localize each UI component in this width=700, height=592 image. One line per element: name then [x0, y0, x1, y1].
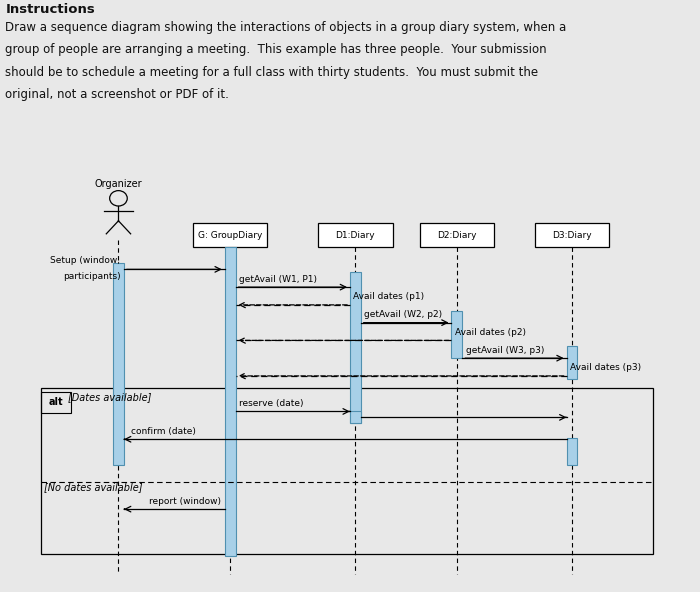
Bar [452, 311, 462, 358]
Bar [41, 388, 653, 554]
Text: Setup (window,: Setup (window, [50, 256, 120, 265]
Text: [No dates available]: [No dates available] [44, 482, 143, 491]
Text: getAvail (W3, p3): getAvail (W3, p3) [466, 346, 544, 355]
Bar [41, 392, 71, 413]
Text: Instructions: Instructions [6, 3, 95, 16]
Bar [350, 272, 360, 423]
Text: participants): participants) [63, 272, 120, 281]
Text: report (window): report (window) [149, 497, 221, 506]
Bar [193, 223, 267, 247]
Text: original, not a screenshot or PDF of it.: original, not a screenshot or PDF of it. [6, 88, 230, 101]
Text: Avail dates (p2): Avail dates (p2) [455, 328, 526, 337]
Bar [420, 223, 494, 247]
Text: Avail dates (p3): Avail dates (p3) [570, 363, 641, 372]
Text: G: GroupDiary: G: GroupDiary [198, 230, 262, 240]
Text: getAvail (W1, P1): getAvail (W1, P1) [239, 275, 317, 284]
Text: reserve (date): reserve (date) [239, 399, 303, 408]
Bar [318, 223, 393, 247]
Text: [Dates available]: [Dates available] [68, 392, 151, 401]
Text: group of people are arranging a meeting.  This example has three people.  Your s: group of people are arranging a meeting.… [6, 43, 547, 56]
Bar [535, 223, 609, 247]
Bar [566, 438, 578, 465]
Bar [350, 411, 360, 423]
Bar [225, 247, 236, 556]
Bar [113, 263, 124, 465]
Text: alt: alt [48, 397, 63, 407]
Text: D2:Diary: D2:Diary [438, 230, 477, 240]
Text: confirm (date): confirm (date) [131, 427, 195, 436]
Text: Organizer: Organizer [94, 179, 142, 189]
Text: D1:Diary: D1:Diary [335, 230, 375, 240]
Bar [566, 346, 578, 379]
Text: should be to schedule a meeting for a full class with thirty students.  You must: should be to schedule a meeting for a fu… [6, 66, 538, 79]
Text: Avail dates (p1): Avail dates (p1) [354, 292, 424, 301]
Text: Draw a sequence diagram showing the interactions of objects in a group diary sys: Draw a sequence diagram showing the inte… [6, 21, 567, 34]
Text: getAvail (W2, p2): getAvail (W2, p2) [364, 310, 442, 319]
Text: D3:Diary: D3:Diary [552, 230, 592, 240]
